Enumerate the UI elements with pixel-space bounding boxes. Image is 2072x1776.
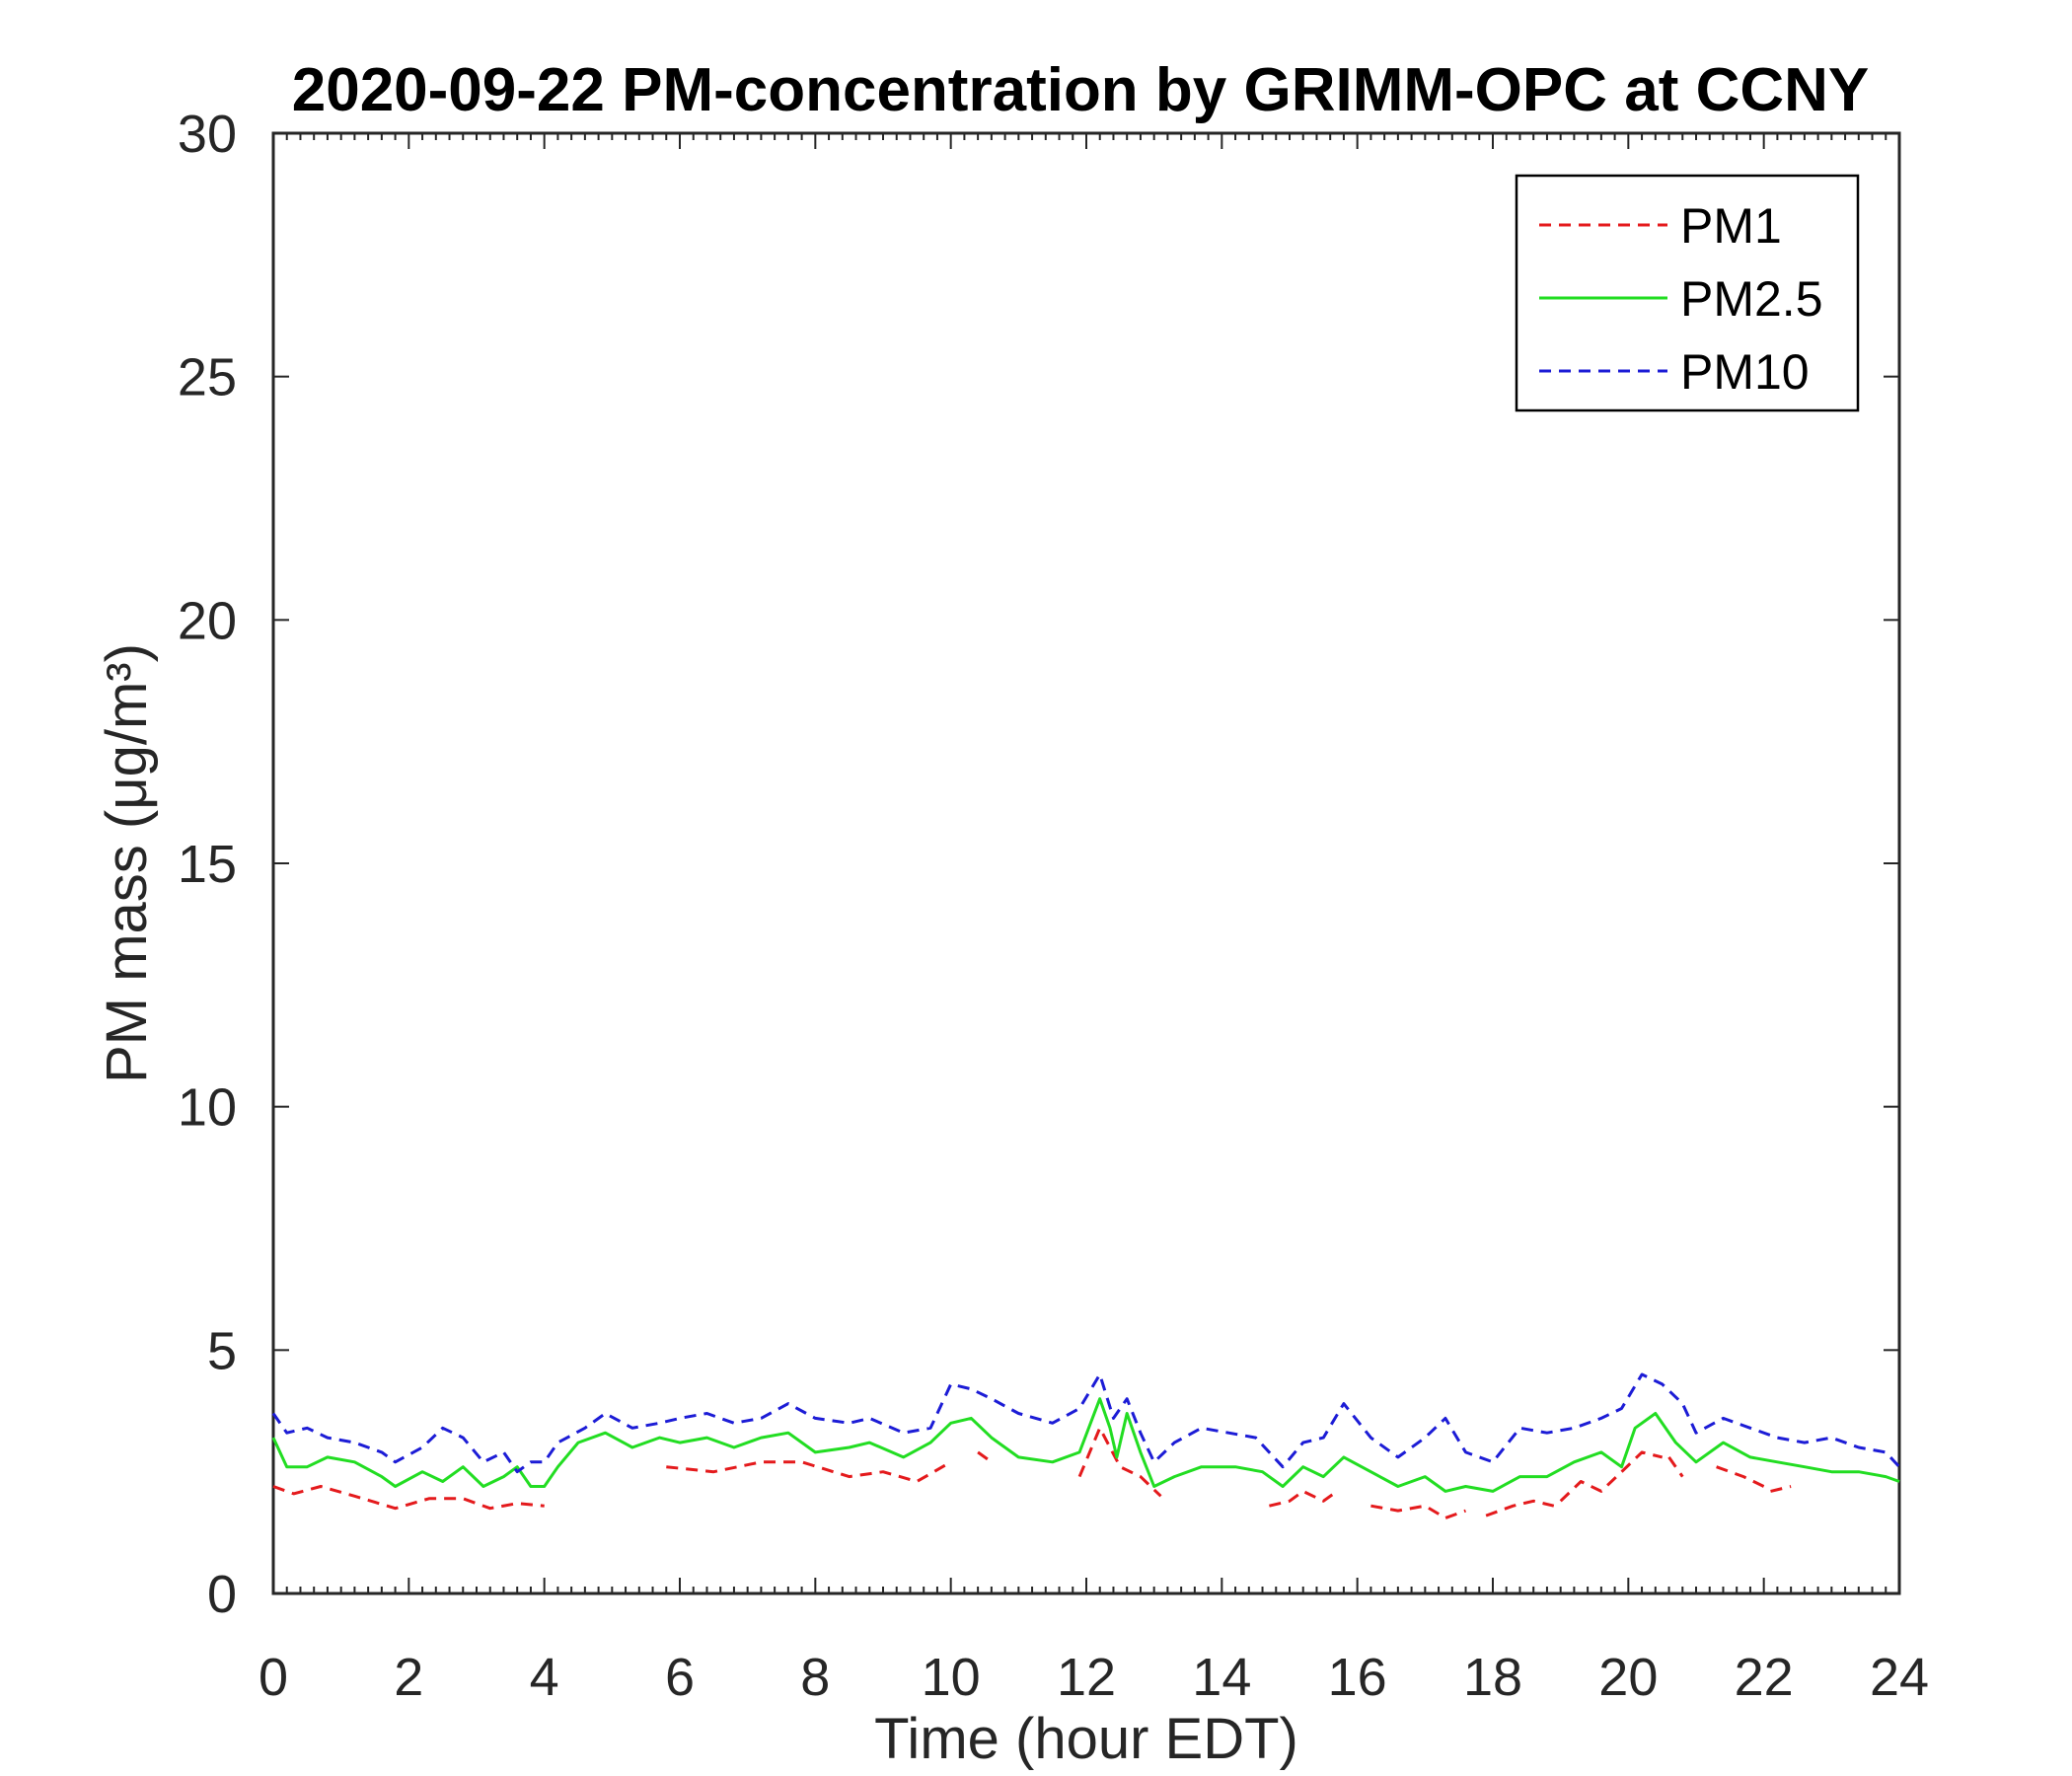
legend-label: PM10	[1680, 344, 1810, 400]
x-tick-label: 18	[1463, 1648, 1522, 1707]
y-tick-label: 0	[207, 1565, 237, 1624]
series-line-pm1	[272, 1426, 1792, 1519]
x-tick-label: 4	[530, 1648, 559, 1707]
x-tick-labels: 0 2 4 6 8 10 12 14 16 18 20 22 24	[259, 1648, 1929, 1707]
x-tick-label: 12	[1057, 1648, 1116, 1707]
x-tick-label: 14	[1192, 1648, 1251, 1707]
x-tick-label: 0	[259, 1648, 288, 1707]
x-tick-label: 24	[1870, 1648, 1929, 1707]
legend-label: PM2.5	[1680, 271, 1823, 327]
x-axis-label: Time (hour EDT)	[874, 1707, 1298, 1771]
axis-ticks	[272, 132, 1900, 1594]
y-tick-labels: 0 5 10 15 20 25 30	[178, 105, 237, 1624]
x-tick-label: 22	[1735, 1648, 1794, 1707]
x-tick-label: 20	[1598, 1648, 1658, 1707]
x-tick-label: 16	[1328, 1648, 1387, 1707]
y-tick-label: 10	[178, 1078, 237, 1138]
y-tick-label: 20	[178, 591, 237, 650]
y-axis-label: PM mass (μg/m³)	[95, 643, 159, 1083]
y-tick-label: 25	[178, 348, 237, 407]
legend-items: PM1 PM2.5 PM10	[1539, 198, 1823, 400]
chart-title: 2020-09-22 PM-concentration by GRIMM-OPC…	[292, 56, 1870, 124]
y-tick-label: 5	[207, 1321, 237, 1380]
x-tick-label: 10	[922, 1648, 981, 1707]
series-layer	[271, 1372, 1901, 1519]
y-tick-label: 30	[178, 105, 237, 164]
x-tick-label: 8	[800, 1648, 830, 1707]
legend: PM1 PM2.5 PM10	[1515, 174, 1860, 412]
series-line-pm2-5	[271, 1397, 1900, 1493]
legend-box	[1515, 174, 1860, 412]
y-tick-label: 15	[178, 835, 237, 894]
legend-label: PM1	[1680, 198, 1782, 254]
x-tick-label: 2	[394, 1648, 423, 1707]
x-tick-label: 6	[665, 1648, 695, 1707]
